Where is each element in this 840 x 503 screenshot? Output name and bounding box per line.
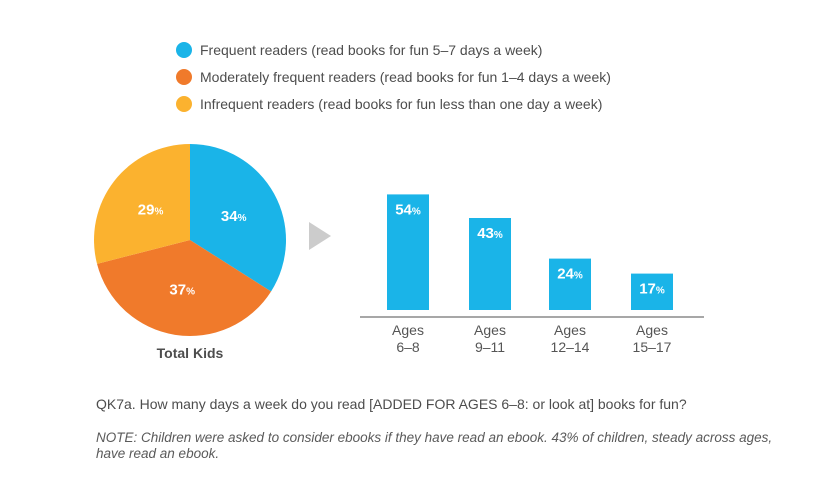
legend-label-2: Infrequent readers (read books for fun l… [200,96,602,112]
bar-3 [631,273,673,310]
pie-slice-label-2: 29% [138,201,164,218]
legend: Frequent readers (read books for fun 5–7… [176,42,611,112]
pie-slice-2 [94,144,190,264]
bar-2 [549,258,591,310]
pie-slice-0 [190,144,287,292]
bar-value-label-3: 17% [639,281,665,298]
x-tick-label-2: Ages [554,322,586,338]
legend-marker-0 [176,42,192,58]
bar-value-label-1: 43% [477,225,503,242]
x-tick-label-1: Ages [474,322,506,338]
pie-chart-total-kids: 34% 37% 29% [94,144,287,336]
pie-chart-title: Total Kids [157,345,224,361]
x-tick-sublabel-3: 15–17 [633,339,672,355]
x-tick-label-3: Ages [636,322,668,338]
pie-slice-1 [97,240,272,336]
x-tick-sublabel-1: 9–11 [475,339,505,355]
bar-value-label-0: 54% [395,201,421,218]
survey-question: QK7a. How many days a week do you read [… [96,396,687,412]
chart-area: Frequent readers (read books for fun 5–7… [94,42,704,361]
x-tick-sublabel-0: 6–8 [396,339,420,355]
bar-chart-by-age: 54%Ages6–843%Ages9–1124%Ages12–1417%Ages… [387,194,673,355]
pie-slice-label-0: 34% [221,208,247,225]
legend-label-1: Moderately frequent readers (read books … [200,69,611,85]
bar-1 [469,218,511,310]
bar-value-label-2: 24% [557,266,583,283]
legend-label-0: Frequent readers (read books for fun 5–7… [200,42,542,58]
x-tick-label-0: Ages [392,322,424,338]
legend-marker-1 [176,69,192,85]
legend-marker-2 [176,96,192,112]
arrow-right-icon [309,222,331,250]
x-tick-sublabel-2: 12–14 [551,339,590,355]
bar-0 [387,194,429,310]
survey-note: NOTE: Children were asked to consider eb… [96,430,773,461]
pie-slice-label-1: 37% [169,281,195,298]
